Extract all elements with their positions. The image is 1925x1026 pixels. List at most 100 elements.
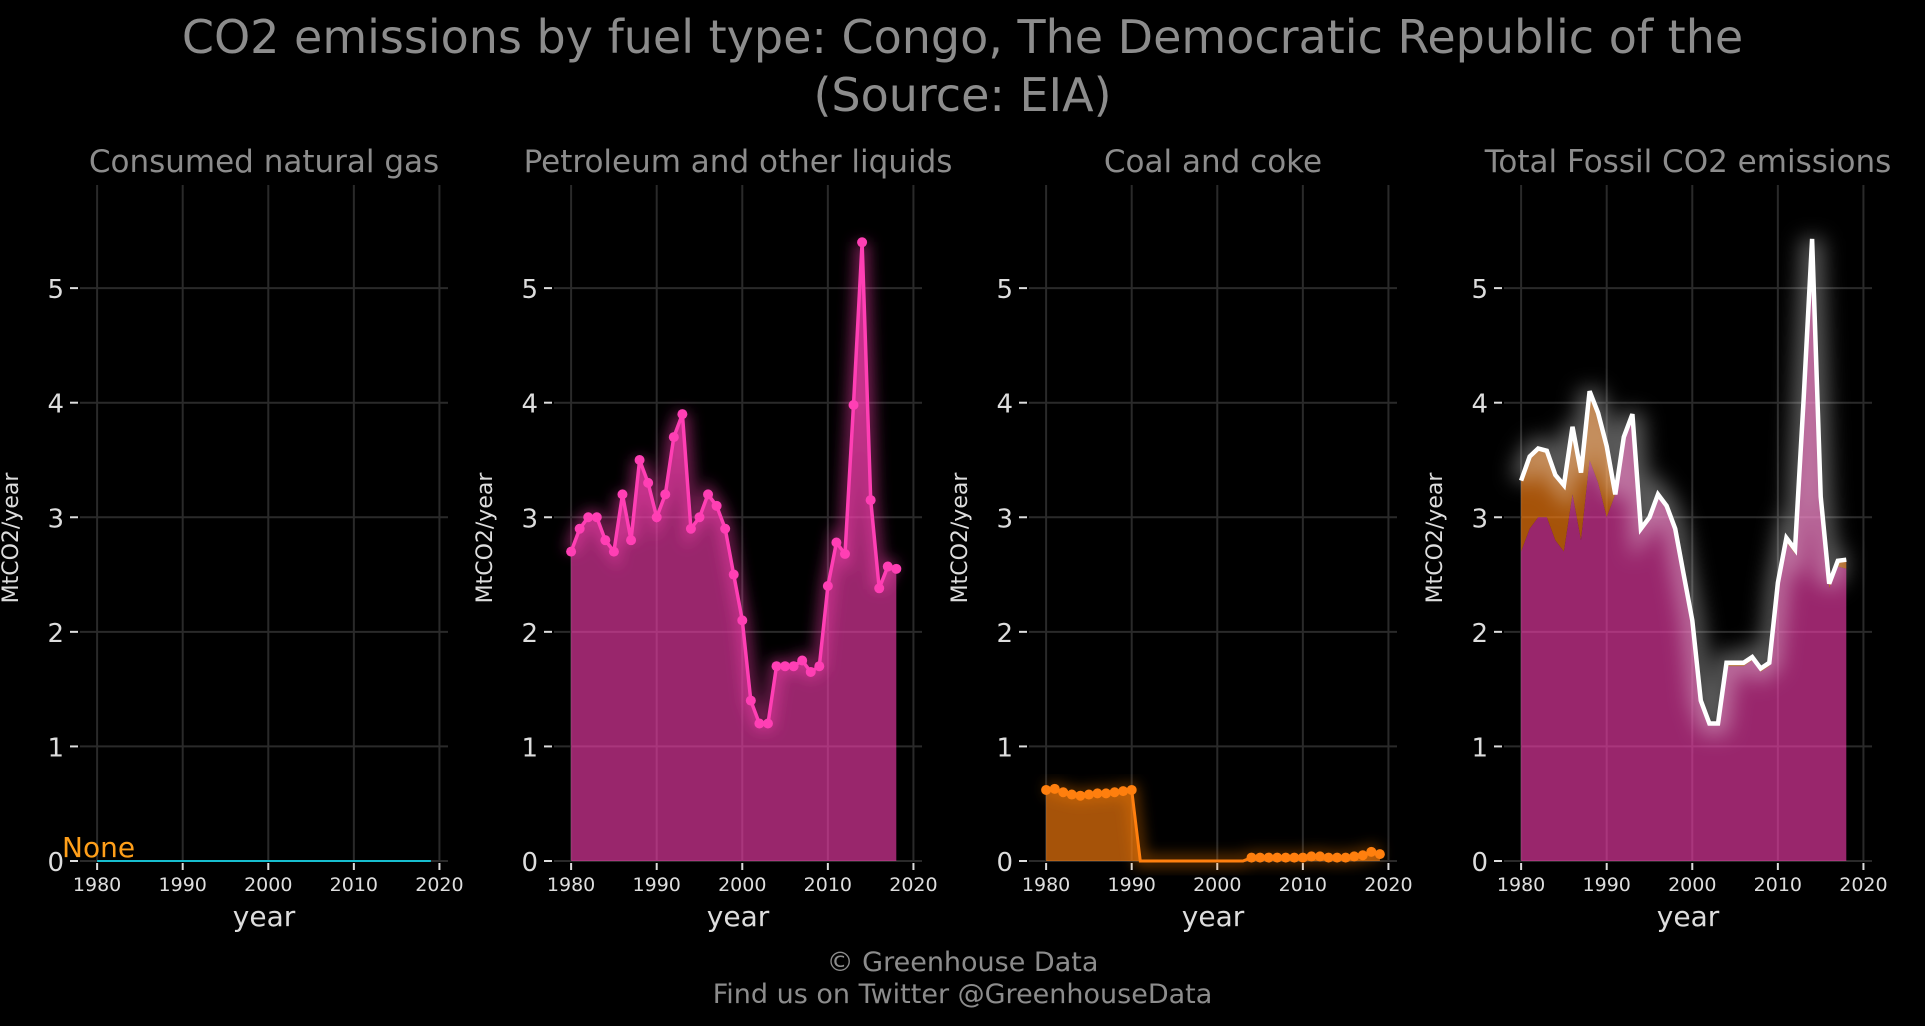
petroleum-point bbox=[677, 409, 688, 420]
total-coal-band bbox=[1521, 238, 1847, 724]
x-tick-label: 2010 bbox=[1754, 874, 1802, 896]
coal-point bbox=[1340, 852, 1351, 863]
coal-point bbox=[1075, 790, 1086, 801]
coal-point bbox=[1323, 852, 1334, 863]
coal-point bbox=[1349, 851, 1360, 862]
coal-point bbox=[1297, 852, 1308, 863]
petroleum-point bbox=[634, 454, 645, 465]
petroleum-point bbox=[685, 523, 696, 534]
footer-twitter: Find us on Twitter @GreenhouseData bbox=[712, 979, 1213, 1010]
y-tick-label: 4 bbox=[47, 390, 64, 420]
x-tick-label: 1980 bbox=[547, 874, 595, 896]
coal-point bbox=[1289, 852, 1300, 863]
y-axis-label: MtCO2/year bbox=[0, 472, 24, 604]
coal-point bbox=[1366, 846, 1377, 857]
coal-point bbox=[1272, 852, 1283, 863]
y-axis-label: MtCO2/year bbox=[1423, 472, 1448, 604]
petroleum-point bbox=[643, 477, 654, 488]
x-tick-label: 2020 bbox=[1839, 874, 1887, 896]
coal-point bbox=[1109, 787, 1120, 798]
coal-point bbox=[1118, 786, 1129, 797]
x-tick-label: 1990 bbox=[633, 874, 681, 896]
coal-point bbox=[1314, 851, 1325, 862]
y-tick-label: 2 bbox=[1471, 619, 1488, 649]
petroleum-point bbox=[797, 655, 808, 666]
y-tick-label: 1 bbox=[47, 733, 64, 763]
x-tick-label: 2000 bbox=[244, 874, 292, 896]
coal-point bbox=[1306, 851, 1317, 862]
panel-3: 0 1 2 3 4 5 1980 1990 2000 2010 2020 Coal and coke y… bbox=[948, 144, 1413, 933]
panel-1: 0 1 2 3 4 5 1980 1990 2000 2010 2020 Consumed natur… bbox=[0, 144, 464, 933]
petroleum-point bbox=[857, 237, 868, 248]
petroleum-point bbox=[728, 569, 739, 580]
x-tick-label: 1990 bbox=[1108, 874, 1156, 896]
y-tick-label: 0 bbox=[521, 848, 538, 878]
coal-point bbox=[1263, 852, 1274, 863]
petroleum-point bbox=[865, 495, 876, 506]
petroleum-point bbox=[668, 432, 679, 443]
y-tick-label: 1 bbox=[996, 733, 1013, 763]
x-axis-label: year bbox=[1182, 900, 1245, 933]
x-axis-label: year bbox=[233, 900, 296, 933]
x-tick-label: 2010 bbox=[1279, 874, 1327, 896]
chart-title: CO2 emissions by fuel type: Congo, The D… bbox=[0, 8, 1925, 124]
coal-point bbox=[1066, 789, 1077, 800]
x-tick-label: 2020 bbox=[415, 874, 463, 896]
petroleum-point bbox=[574, 523, 585, 534]
panel-title: Coal and coke bbox=[1104, 144, 1322, 180]
petroleum-point bbox=[771, 661, 782, 672]
x-tick-label: 2020 bbox=[1364, 874, 1412, 896]
petroleum-point bbox=[882, 561, 893, 572]
coal-point bbox=[1246, 852, 1257, 863]
x-tick-label: 1990 bbox=[159, 874, 207, 896]
y-tick-label: 5 bbox=[47, 275, 64, 305]
y-tick-label: 4 bbox=[1471, 390, 1488, 420]
chart-title-line-2: (Source: EIA) bbox=[813, 68, 1112, 122]
petroleum-point bbox=[600, 535, 611, 546]
y-tick-label: 4 bbox=[996, 390, 1013, 420]
y-tick-label: 5 bbox=[521, 275, 538, 305]
y-axis-label: MtCO2/year bbox=[473, 472, 498, 604]
x-tick-label: 2010 bbox=[330, 874, 378, 896]
petroleum-point bbox=[822, 581, 833, 592]
y-tick-label: 2 bbox=[996, 619, 1013, 649]
petroleum-point bbox=[891, 563, 902, 574]
petroleum-area bbox=[571, 242, 897, 862]
y-tick-label: 1 bbox=[1471, 733, 1488, 763]
panel-title: Total Fossil CO2 emissions bbox=[1484, 144, 1892, 180]
y-tick-label: 2 bbox=[521, 619, 538, 649]
panel-title: Petroleum and other liquids bbox=[524, 144, 953, 180]
petroleum-point bbox=[805, 666, 816, 677]
petroleum-point bbox=[788, 661, 799, 672]
petroleum-point bbox=[694, 512, 705, 523]
petroleum-point bbox=[703, 489, 714, 500]
petroleum-point bbox=[608, 546, 619, 557]
x-axis-label: year bbox=[1657, 900, 1720, 933]
y-tick-label: 0 bbox=[47, 848, 64, 878]
petroleum-point bbox=[626, 535, 637, 546]
petroleum-point bbox=[848, 399, 859, 410]
petroleum-point bbox=[754, 718, 765, 729]
petroleum-point bbox=[831, 537, 842, 548]
coal-point bbox=[1332, 852, 1343, 863]
petroleum-point bbox=[839, 548, 850, 559]
petroleum-point bbox=[617, 489, 628, 500]
y-tick-label: 5 bbox=[996, 275, 1013, 305]
y-tick-label: 2 bbox=[47, 619, 64, 649]
x-tick-label: 1980 bbox=[1022, 874, 1070, 896]
panel-2: 0 1 2 3 4 5 1980 1990 2000 2010 2020 Petroleum and … bbox=[473, 144, 952, 933]
coal-area bbox=[1046, 788, 1380, 861]
panel-4: 0 1 2 3 4 5 1980 1990 2000 2010 2020 Total Fossil C… bbox=[1423, 144, 1891, 933]
coal-point bbox=[1041, 784, 1052, 795]
coal-point bbox=[1092, 788, 1103, 799]
chart-title-line-1: CO2 emissions by fuel type: Congo, The D… bbox=[181, 10, 1744, 64]
none-annotation: None bbox=[62, 831, 135, 864]
y-tick-label: 3 bbox=[1471, 504, 1488, 534]
petroleum-point bbox=[720, 523, 731, 534]
petroleum-point bbox=[745, 695, 756, 706]
y-tick-label: 0 bbox=[996, 848, 1013, 878]
petroleum-point bbox=[583, 512, 594, 523]
coal-point bbox=[1101, 788, 1112, 799]
y-tick-label: 3 bbox=[996, 504, 1013, 534]
petroleum-point bbox=[737, 615, 748, 626]
